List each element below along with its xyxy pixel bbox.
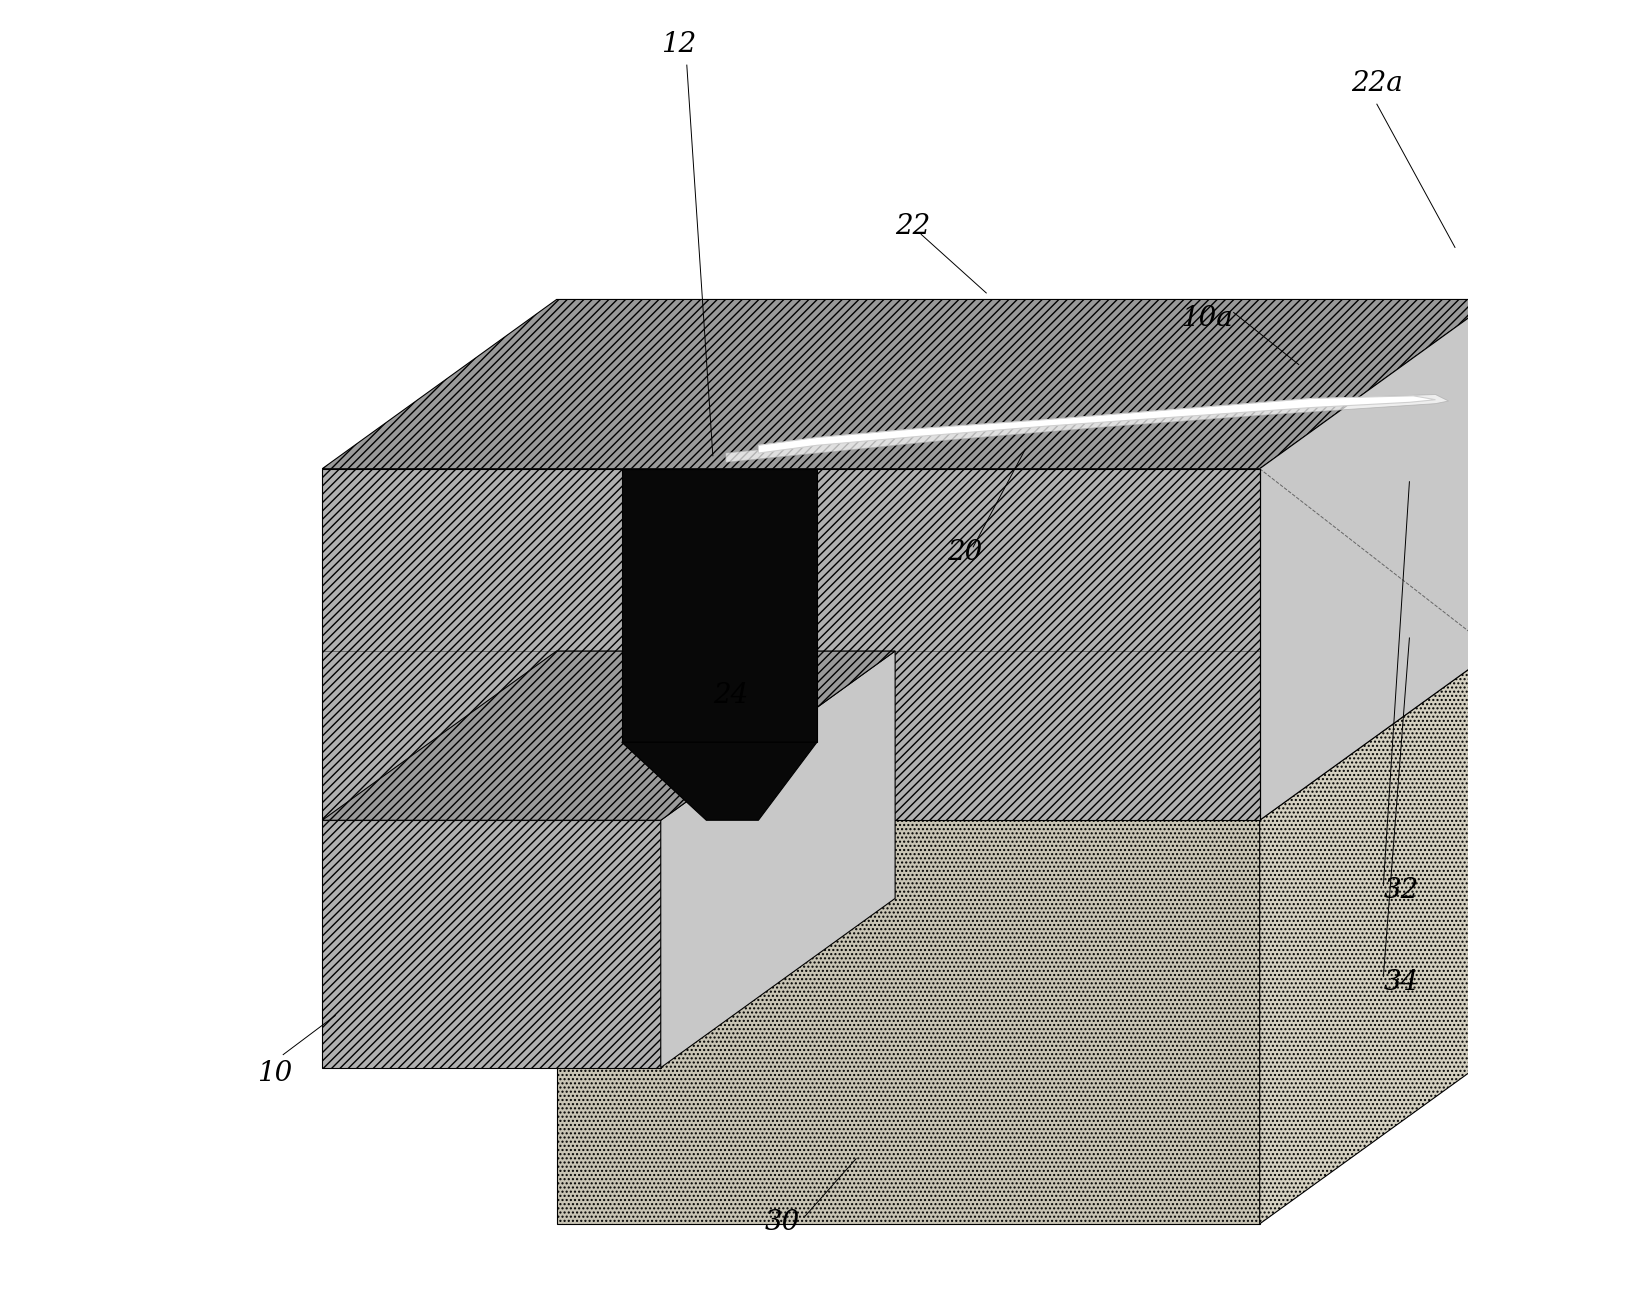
Text: 34: 34	[1384, 969, 1418, 996]
Polygon shape	[322, 820, 660, 1068]
Polygon shape	[557, 651, 1493, 820]
Polygon shape	[1495, 651, 1541, 1055]
Polygon shape	[322, 651, 895, 820]
Polygon shape	[758, 396, 1435, 453]
Polygon shape	[1260, 651, 1493, 1224]
Polygon shape	[1260, 299, 1493, 820]
Polygon shape	[1495, 299, 1541, 651]
Polygon shape	[621, 742, 817, 820]
Polygon shape	[322, 299, 1493, 469]
Text: 24: 24	[712, 682, 748, 710]
Polygon shape	[322, 469, 1260, 820]
Text: 10a: 10a	[1181, 305, 1234, 332]
Polygon shape	[660, 651, 895, 1068]
Polygon shape	[725, 395, 1448, 462]
Text: 32: 32	[1384, 878, 1418, 905]
Text: 10: 10	[257, 1060, 292, 1087]
Text: 20: 20	[948, 539, 982, 566]
Text: 22: 22	[895, 214, 930, 241]
Text: 22a: 22a	[1351, 70, 1402, 98]
Polygon shape	[621, 469, 817, 742]
Polygon shape	[557, 820, 1260, 1224]
Text: 30: 30	[765, 1210, 801, 1237]
Text: 12: 12	[660, 31, 696, 59]
